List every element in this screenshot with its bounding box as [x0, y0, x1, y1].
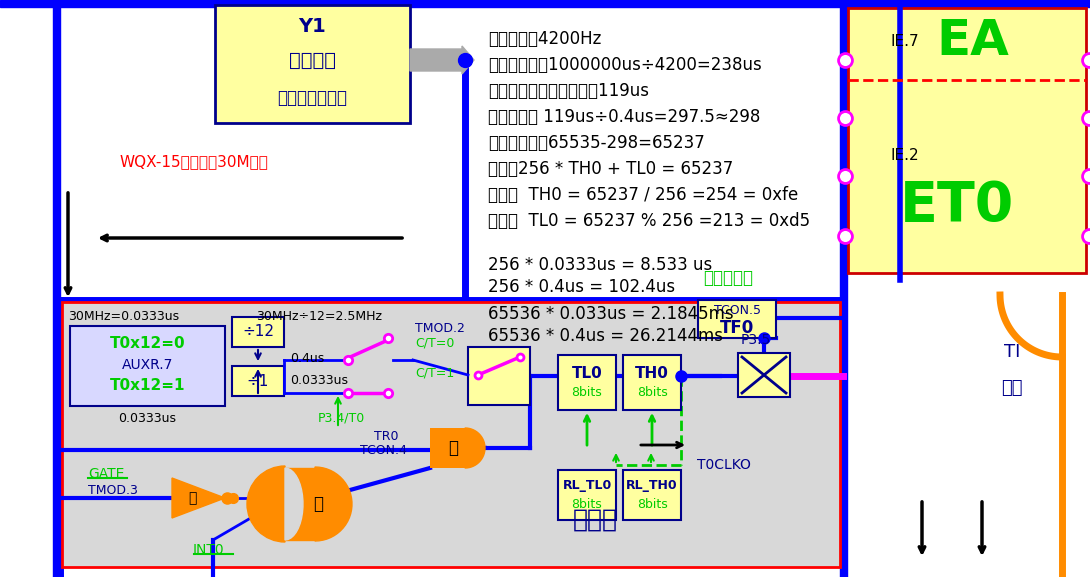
Bar: [62, 302, 840, 567]
FancyBboxPatch shape: [468, 347, 530, 405]
Text: 30MHz÷12=2.5MHz: 30MHz÷12=2.5MHz: [256, 310, 382, 323]
FancyBboxPatch shape: [558, 470, 616, 520]
Text: 外部晶振: 外部晶振: [289, 51, 336, 69]
Text: ÷1: ÷1: [246, 373, 269, 388]
Text: 0.0333us: 0.0333us: [290, 374, 348, 388]
Text: 定时器增加 119us÷0.4us=297.5≈298: 定时器增加 119us÷0.4us=297.5≈298: [488, 108, 761, 126]
FancyBboxPatch shape: [738, 353, 790, 397]
Text: IE.2: IE.2: [891, 148, 919, 163]
Text: 串口: 串口: [1002, 379, 1022, 397]
Text: C/T=0: C/T=0: [415, 336, 455, 350]
FancyBboxPatch shape: [215, 5, 410, 123]
Text: GATE: GATE: [88, 467, 124, 481]
Text: 定时器溢出: 定时器溢出: [703, 269, 753, 287]
Text: 8bits: 8bits: [571, 499, 603, 511]
Text: 蜂鸣器频獴4200Hz: 蜂鸣器频獴4200Hz: [488, 30, 602, 48]
Text: TR0: TR0: [374, 429, 398, 443]
FancyBboxPatch shape: [698, 300, 776, 338]
Text: 或: 或: [313, 495, 323, 513]
Text: T0x12=1: T0x12=1: [110, 379, 185, 394]
Text: 256 * 0.4us = 102.4us: 256 * 0.4us = 102.4us: [488, 278, 675, 296]
Bar: [53, 0, 60, 577]
Text: TCON.5: TCON.5: [714, 305, 761, 317]
Text: WQX-15开发板是30M晶振: WQX-15开发板是30M晶振: [120, 155, 269, 170]
Text: EA: EA: [936, 17, 1009, 65]
Bar: [429, 428, 465, 468]
Text: 定时器初値：65535-298=65237: 定时器初値：65535-298=65237: [488, 134, 705, 152]
Text: T0CLKO: T0CLKO: [697, 458, 751, 472]
Polygon shape: [465, 428, 485, 468]
Text: 与: 与: [448, 439, 458, 457]
FancyBboxPatch shape: [232, 317, 284, 347]
Text: 求商：  TH0 = 65237 / 256 =254 = 0xfe: 求商： TH0 = 65237 / 256 =254 = 0xfe: [488, 186, 798, 204]
Text: IE.7: IE.7: [891, 33, 919, 48]
Bar: [840, 0, 847, 577]
Polygon shape: [315, 467, 352, 541]
Text: 8bits: 8bits: [571, 387, 603, 399]
Polygon shape: [172, 478, 225, 518]
Text: 256 * 0.0333us = 8.533 us: 256 * 0.0333us = 8.533 us: [488, 256, 712, 274]
FancyBboxPatch shape: [623, 470, 681, 520]
FancyBboxPatch shape: [232, 366, 284, 396]
Bar: [0, 0, 1090, 7]
Text: 65536 * 0.4us = 26.2144ms: 65536 * 0.4us = 26.2144ms: [488, 327, 723, 345]
Text: 蜂鸣器周期是1000000us÷4200=238us: 蜂鸣器周期是1000000us÷4200=238us: [488, 56, 762, 74]
Text: ÷12: ÷12: [242, 324, 274, 339]
Text: AUXR.7: AUXR.7: [122, 358, 173, 372]
Text: TCON.4: TCON.4: [360, 444, 407, 456]
Text: RL_TH0: RL_TH0: [626, 479, 678, 493]
Text: TMOD.3: TMOD.3: [88, 485, 137, 497]
Bar: [284, 468, 315, 540]
FancyBboxPatch shape: [623, 355, 681, 410]
Text: TI: TI: [1004, 343, 1020, 361]
Text: 定时器: 定时器: [572, 508, 618, 532]
Text: T0x12=0: T0x12=0: [110, 335, 185, 350]
Text: RL_TL0: RL_TL0: [562, 479, 611, 493]
Text: TH0: TH0: [635, 365, 669, 380]
Text: 反: 反: [187, 491, 196, 505]
Text: TF0: TF0: [719, 319, 754, 337]
Polygon shape: [284, 468, 303, 540]
Text: ET0: ET0: [900, 179, 1015, 233]
Text: C/T=1: C/T=1: [415, 366, 455, 380]
FancyBboxPatch shape: [848, 8, 1086, 273]
Text: TL0: TL0: [571, 365, 603, 380]
Text: 求余：  TL0 = 65237 % 256 =213 = 0xd5: 求余： TL0 = 65237 % 256 =213 = 0xd5: [488, 212, 810, 230]
Text: 蜂鸣器高、低电平半周期119us: 蜂鸣器高、低电平半周期119us: [488, 82, 649, 100]
Text: 30MHz=0.0333us: 30MHz=0.0333us: [68, 310, 179, 323]
Text: TMOD.2: TMOD.2: [415, 321, 464, 335]
Text: 0.4us: 0.4us: [290, 351, 324, 365]
Wedge shape: [247, 466, 284, 542]
FancyBboxPatch shape: [558, 355, 616, 410]
FancyArrow shape: [410, 46, 474, 74]
Text: INT0: INT0: [192, 543, 223, 557]
Text: 65536 * 0.033us = 2.1845ms: 65536 * 0.033us = 2.1845ms: [488, 305, 734, 323]
Text: 0.0333us: 0.0333us: [119, 411, 177, 425]
Text: 部分型号不支持: 部分型号不支持: [278, 89, 348, 107]
Text: 8bits: 8bits: [637, 499, 667, 511]
Text: P3.4/T0: P3.4/T0: [318, 411, 365, 425]
Text: 8bits: 8bits: [637, 387, 667, 399]
Text: P3.5: P3.5: [741, 333, 771, 347]
FancyBboxPatch shape: [70, 326, 225, 406]
Text: Y1: Y1: [299, 17, 326, 36]
Text: 公式：256 * TH0 + TL0 = 65237: 公式：256 * TH0 + TL0 = 65237: [488, 160, 734, 178]
